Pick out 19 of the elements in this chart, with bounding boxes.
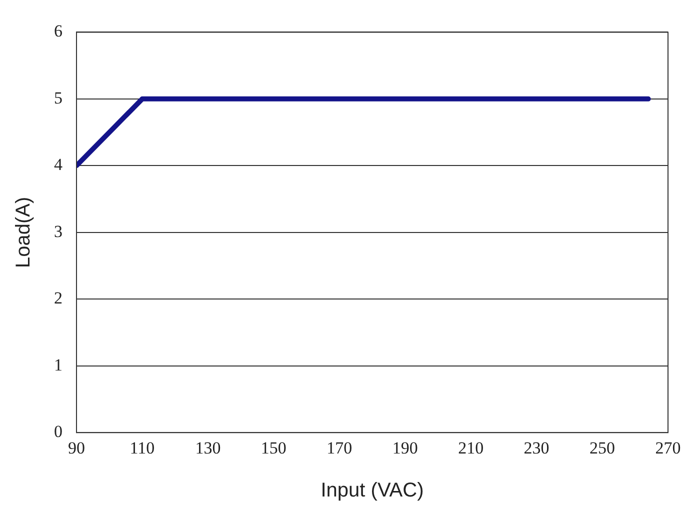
y-tick-label: 1 <box>54 355 62 374</box>
y-tick-label: 5 <box>54 88 62 108</box>
y-tick-label: 3 <box>54 222 62 241</box>
x-axis-title: Input (VAC) <box>320 480 424 502</box>
x-tick-label: 90 <box>68 438 85 458</box>
x-tick-label: 230 <box>524 438 550 458</box>
x-tick-label: 170 <box>326 438 352 458</box>
y-tick-label: 4 <box>54 155 63 174</box>
x-tick-label: 130 <box>195 438 221 458</box>
y-tick-label: 2 <box>54 288 62 308</box>
x-tick-label: 210 <box>458 438 484 458</box>
x-tick-label: 190 <box>392 438 418 458</box>
y-tick-label: 6 <box>54 22 62 41</box>
x-tick-label: 250 <box>590 438 616 458</box>
x-tick-label: 110 <box>130 438 155 458</box>
y-tick-label: 0 <box>54 422 62 442</box>
x-tick-label: 270 <box>655 438 681 458</box>
x-tick-label: 150 <box>260 438 286 458</box>
y-axis-title: Load(A) <box>12 196 35 268</box>
